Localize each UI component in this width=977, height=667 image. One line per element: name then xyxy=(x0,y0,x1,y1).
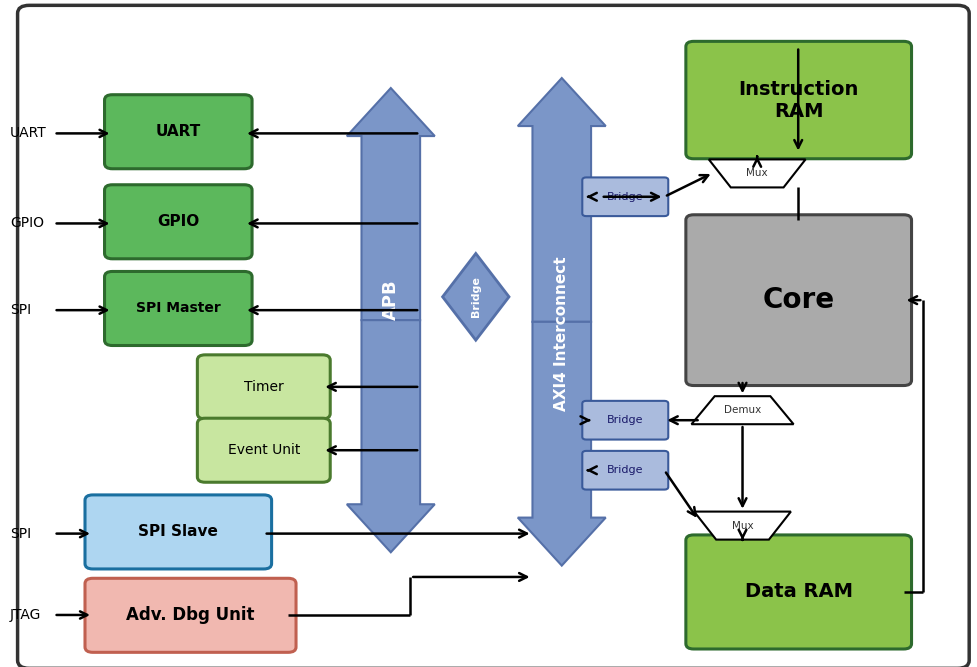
Text: Mux: Mux xyxy=(746,169,768,178)
Text: Mux: Mux xyxy=(732,521,753,530)
Text: Bridge: Bridge xyxy=(607,466,644,475)
Text: JTAG: JTAG xyxy=(10,608,41,622)
FancyArrow shape xyxy=(518,78,606,321)
Text: Bridge: Bridge xyxy=(471,276,481,317)
FancyBboxPatch shape xyxy=(105,95,252,169)
Text: GPIO: GPIO xyxy=(157,214,199,229)
FancyBboxPatch shape xyxy=(582,401,668,440)
FancyBboxPatch shape xyxy=(686,535,912,649)
FancyArrow shape xyxy=(518,322,606,566)
Text: Timer: Timer xyxy=(244,380,283,394)
FancyBboxPatch shape xyxy=(686,215,912,386)
Text: AXI4 Interconnect: AXI4 Interconnect xyxy=(554,256,570,411)
FancyBboxPatch shape xyxy=(197,355,330,419)
Text: Bridge: Bridge xyxy=(607,416,644,425)
FancyBboxPatch shape xyxy=(197,418,330,482)
FancyArrow shape xyxy=(347,88,435,320)
Polygon shape xyxy=(709,159,805,187)
Polygon shape xyxy=(694,512,791,540)
Polygon shape xyxy=(443,253,509,340)
Text: Instruction
RAM: Instruction RAM xyxy=(739,79,859,121)
Text: GPIO: GPIO xyxy=(10,217,44,230)
Text: APB: APB xyxy=(382,280,400,320)
Text: SPI Slave: SPI Slave xyxy=(139,524,218,540)
FancyBboxPatch shape xyxy=(105,185,252,259)
FancyBboxPatch shape xyxy=(686,41,912,159)
Text: Core: Core xyxy=(763,286,834,314)
Text: Data RAM: Data RAM xyxy=(744,582,853,602)
FancyBboxPatch shape xyxy=(85,495,272,569)
Text: SPI Master: SPI Master xyxy=(136,301,221,315)
Text: Bridge: Bridge xyxy=(607,192,644,201)
Text: SPI: SPI xyxy=(10,527,31,540)
FancyBboxPatch shape xyxy=(105,271,252,346)
FancyArrow shape xyxy=(347,320,435,552)
FancyBboxPatch shape xyxy=(85,578,296,652)
Text: Demux: Demux xyxy=(724,406,761,415)
FancyBboxPatch shape xyxy=(582,177,668,216)
Text: UART: UART xyxy=(155,124,201,139)
FancyBboxPatch shape xyxy=(582,451,668,490)
FancyBboxPatch shape xyxy=(18,5,969,667)
Text: UART: UART xyxy=(10,127,47,140)
Text: Event Unit: Event Unit xyxy=(228,444,300,457)
Text: Adv. Dbg Unit: Adv. Dbg Unit xyxy=(126,606,255,624)
Polygon shape xyxy=(692,396,793,424)
Text: SPI: SPI xyxy=(10,303,31,317)
